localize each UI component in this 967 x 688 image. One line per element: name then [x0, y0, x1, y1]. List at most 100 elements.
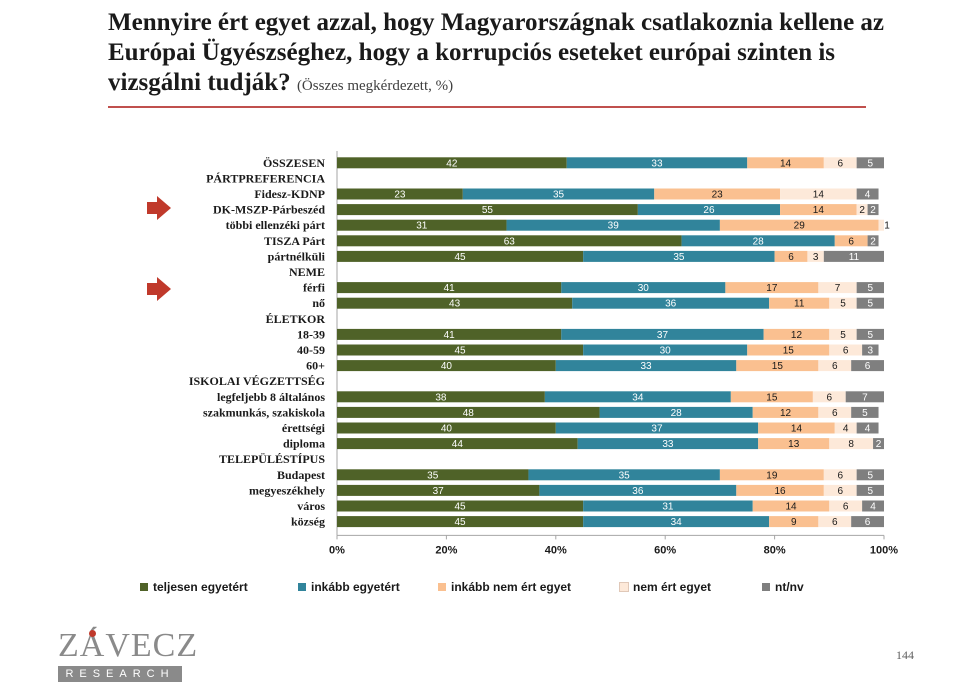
data-label: 7: [862, 392, 868, 403]
data-label: 37: [651, 424, 663, 435]
data-label: 3: [813, 252, 819, 263]
data-label: 5: [868, 330, 874, 341]
data-label: 4: [865, 190, 871, 201]
legend-label: teljesen egyetért: [153, 580, 248, 594]
bar-segment: [337, 469, 529, 481]
bar-segment: [780, 188, 857, 200]
data-label: 11: [794, 299, 805, 310]
bar-segment: [561, 328, 764, 340]
data-label: 9: [791, 517, 797, 528]
data-label: 23: [394, 190, 406, 201]
bar-segment: [829, 438, 874, 450]
zavecz-logo: ZÁVECZ RESEARCH: [58, 628, 197, 688]
bar-segment: [555, 360, 737, 372]
legend-label: inkább egyetért: [311, 580, 400, 594]
bar-segment: [725, 282, 819, 294]
category-label: nő: [312, 296, 325, 310]
bar-segment: [337, 438, 578, 450]
data-label: 31: [416, 221, 428, 232]
bar-segment: [544, 391, 731, 403]
category-label: diploma: [283, 437, 325, 451]
bar-segment: [736, 360, 819, 372]
logo-sub-bar: [58, 666, 182, 682]
legend-label: nt/nv: [775, 580, 804, 594]
bar-segment: [834, 422, 857, 434]
bar-segment: [337, 297, 573, 309]
bar-segment: [818, 516, 852, 528]
data-label: 4: [843, 424, 849, 435]
bar-segment: [856, 484, 884, 496]
category-label: szakmunkás, szakiskola: [203, 405, 325, 419]
legend-item: inkább egyetért: [298, 580, 400, 594]
bar-segment: [862, 500, 884, 512]
bar-segment: [337, 500, 584, 512]
highlight-arrow-dk-mszp-icon: [147, 196, 171, 220]
data-label: 6: [848, 236, 854, 247]
data-label: 15: [783, 346, 795, 357]
bar-segment: [823, 469, 857, 481]
bar-segment: [528, 469, 720, 481]
bar-segment: [555, 422, 759, 434]
data-label: 2: [870, 205, 876, 216]
bar-segment: [337, 250, 584, 262]
bar-segment: [752, 406, 819, 418]
bar-segment: [337, 391, 545, 403]
legend-item: teljesen egyetért: [140, 580, 248, 594]
bar-segment: [719, 219, 879, 231]
data-label: 45: [455, 346, 467, 357]
x-tick-label: 80%: [764, 544, 786, 556]
chart-title: Mennyire ért egyet azzal, hogy Magyarors…: [108, 8, 928, 101]
legend-swatch: [298, 583, 306, 591]
data-label: 39: [608, 221, 620, 232]
data-label: 12: [780, 408, 792, 419]
x-tick-label: 20%: [435, 544, 457, 556]
bar-segment: [829, 344, 863, 356]
data-label: 30: [638, 283, 650, 294]
bar-segment: [337, 188, 463, 200]
data-label: 6: [788, 252, 794, 263]
bar-segment: [818, 406, 852, 418]
bar-segment: [337, 344, 584, 356]
data-label: 8: [848, 439, 854, 450]
data-label: 37: [433, 486, 445, 497]
data-label: 35: [427, 470, 439, 481]
bar-segment: [637, 204, 781, 216]
x-tick-label: 60%: [654, 544, 676, 556]
legend-label: inkább nem ért egyet: [451, 580, 572, 594]
chart-title-main: Mennyire ért egyet azzal, hogy Magyarors…: [108, 9, 885, 96]
bar-segment: [845, 391, 884, 403]
bar-segment: [862, 344, 879, 356]
legend-item: nt/nv: [762, 580, 804, 594]
legend-item: inkább nem ért egyet: [438, 580, 571, 594]
bar-segment: [561, 282, 726, 294]
legend-swatch: [438, 583, 446, 591]
data-label: 2: [876, 439, 882, 450]
bar-segment: [747, 157, 824, 169]
data-label: 3: [868, 346, 874, 357]
bar-segment: [681, 235, 835, 247]
data-label: 5: [840, 299, 846, 310]
bar-segment: [337, 204, 638, 216]
data-label: 26: [703, 205, 715, 216]
bar-segment: [462, 188, 655, 200]
legend-label: nem ért egyet: [633, 580, 712, 594]
bar-segment: [337, 516, 584, 528]
highlight-arrow-ferfi-icon: [147, 277, 171, 301]
category-label: TISZA Párt: [264, 234, 325, 248]
category-label: többi ellenzéki párt: [226, 218, 325, 232]
x-tick-label: 100%: [870, 544, 898, 556]
bar-segment: [337, 360, 556, 372]
bar-segment: [769, 516, 819, 528]
bar-segment: [851, 406, 879, 418]
bar-segment: [834, 235, 868, 247]
legend-swatch: [762, 583, 770, 591]
bar-segment: [719, 469, 824, 481]
category-label: Fidesz-KDNP: [254, 187, 325, 201]
category-label: község: [291, 515, 325, 529]
data-label: 48: [463, 408, 475, 419]
data-label: 2: [859, 205, 865, 216]
bar-segment: [851, 360, 884, 372]
data-label: 6: [865, 361, 871, 372]
bar-segment: [856, 188, 879, 200]
bar-segment: [856, 469, 884, 481]
